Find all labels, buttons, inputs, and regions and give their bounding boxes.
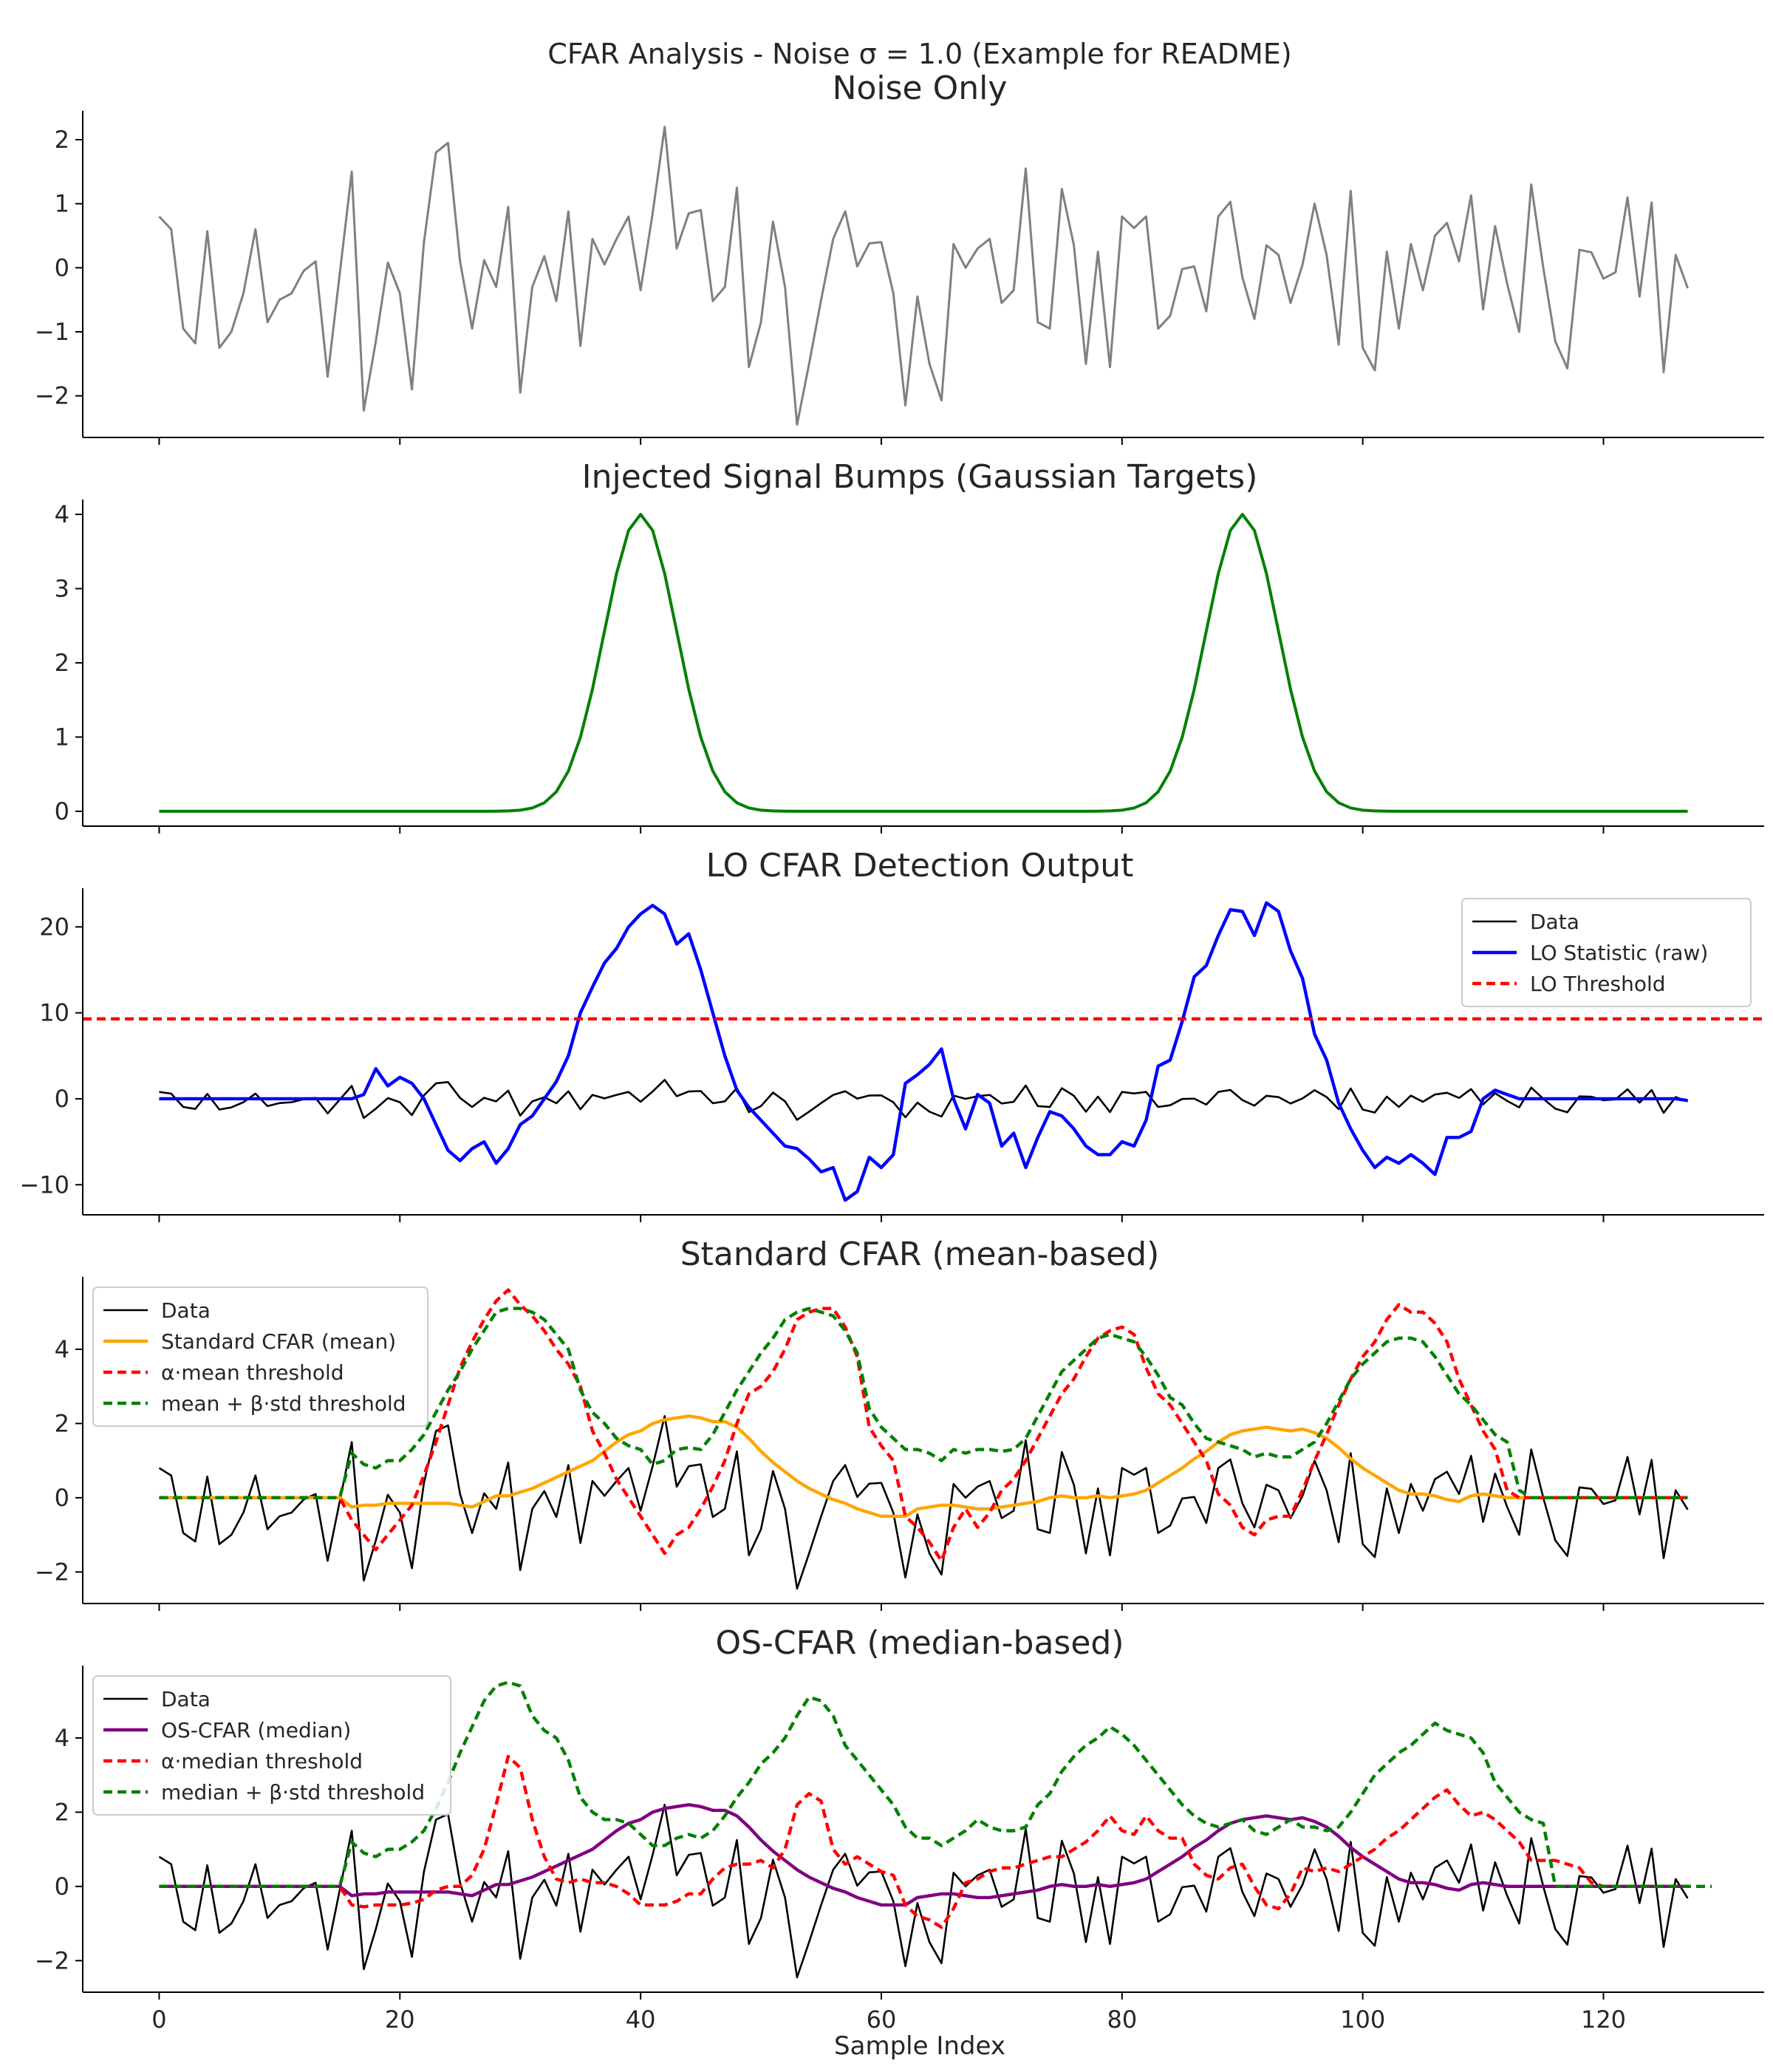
legend-label: mean + β·std threshold xyxy=(161,1391,406,1416)
y-tick-label: 0 xyxy=(55,253,69,282)
series-group xyxy=(159,513,1688,813)
y-tick-label: 0 xyxy=(55,1085,69,1113)
legend-label: LO Threshold xyxy=(1530,972,1666,996)
legend-label: α·mean threshold xyxy=(161,1360,344,1385)
legend-label: OS-CFAR (median) xyxy=(161,1718,351,1742)
x-tick-label: 120 xyxy=(1581,2005,1626,2034)
y-tick-label: 3 xyxy=(55,575,69,603)
x-tick-label: 80 xyxy=(1107,2005,1137,2034)
y-tick-label: −1 xyxy=(35,318,69,346)
subplot-title: LO CFAR Detection Output xyxy=(706,847,1134,885)
y-tick-label: 20 xyxy=(39,913,69,941)
y-tick-label: 2 xyxy=(55,1798,69,1826)
series-line-trace-0 xyxy=(159,513,1688,813)
series-line-trace-0 xyxy=(158,126,1689,426)
subplot-title: Standard CFAR (mean-based) xyxy=(680,1236,1160,1273)
series-group xyxy=(158,1680,1712,1979)
subplot-3: LO CFAR Detection Output −10 0 10 20 Data LO S… xyxy=(19,847,1764,1222)
subplot-title: Injected Signal Bumps (Gaussian Targets) xyxy=(582,458,1258,496)
subplot-title: Noise Only xyxy=(833,69,1008,107)
y-tick-label: −2 xyxy=(35,382,69,410)
y-tick-label: −2 xyxy=(35,1558,69,1586)
series-line-mean-std-threshold xyxy=(159,1306,1688,1500)
x-tick-label: 20 xyxy=(385,2005,415,2034)
legend: Data LO Statistic (raw) LO Threshold xyxy=(1461,898,1752,1007)
y-tick-label: 0 xyxy=(55,797,69,825)
series-line--mean-threshold xyxy=(159,1288,1688,1563)
x-tick-label: 60 xyxy=(867,2005,897,2034)
x-tick-label: 100 xyxy=(1340,2005,1385,2034)
x-tick-label: 40 xyxy=(626,2005,656,2034)
y-tick-label: 1 xyxy=(55,190,69,218)
series-group xyxy=(158,1288,1689,1590)
y-tick-label: 2 xyxy=(55,1409,69,1437)
series-group xyxy=(158,126,1689,426)
legend-label: Standard CFAR (mean) xyxy=(161,1329,396,1354)
legend-label: median + β·std threshold xyxy=(161,1780,425,1805)
subplot-2: Injected Signal Bumps (Gaussian Targets)… xyxy=(55,458,1764,834)
subplot-title: OS-CFAR (median-based) xyxy=(715,1624,1124,1662)
subplot-1: Noise Only −2 −1 0 1 2 xyxy=(35,69,1764,445)
y-tick-label: 4 xyxy=(55,500,69,528)
series-group xyxy=(83,901,1764,1202)
legend-label: Data xyxy=(161,1298,211,1323)
legend: Data Standard CFAR (mean) α·mean threshold… xyxy=(92,1287,428,1427)
y-tick-label: 0 xyxy=(55,1484,69,1512)
series-line--median-threshold xyxy=(159,1754,1688,1929)
subplot-4: Standard CFAR (mean-based) −2 0 2 4 Data Stand… xyxy=(35,1236,1764,1611)
legend-frame xyxy=(1461,898,1752,1007)
y-tick-label: 10 xyxy=(39,999,69,1027)
y-tick-label: 2 xyxy=(55,126,69,154)
series-line-data xyxy=(158,1804,1689,1979)
series-line-lo-statistic-raw- xyxy=(159,901,1688,1202)
legend: Data OS-CFAR (median) α·median threshold me… xyxy=(92,1675,451,1816)
legend-label: LO Statistic (raw) xyxy=(1530,941,1708,965)
series-line-standard-cfar-mean- xyxy=(159,1414,1688,1519)
y-tick-label: 4 xyxy=(55,1724,69,1752)
x-axis-label: Sample Index xyxy=(834,2031,1005,2061)
legend-frame xyxy=(92,1675,451,1816)
figure-suptitle: CFAR Analysis - Noise σ = 1.0 (Example f… xyxy=(547,38,1291,70)
series-line-data xyxy=(159,1079,1689,1121)
y-tick-label: −10 xyxy=(19,1170,69,1199)
series-line-os-cfar-median- xyxy=(159,1803,1688,1907)
y-tick-label: −2 xyxy=(35,1946,69,1974)
y-tick-label: 1 xyxy=(55,723,69,751)
x-tick-label: 0 xyxy=(151,2005,166,2034)
y-tick-label: 0 xyxy=(55,1872,69,1901)
legend-label: α·median threshold xyxy=(161,1749,363,1773)
y-tick-label: 4 xyxy=(55,1335,69,1363)
legend-label: Data xyxy=(161,1687,211,1711)
series-line-median-std-threshold xyxy=(159,1680,1712,1889)
legend-label: Data xyxy=(1530,910,1579,934)
y-tick-label: 2 xyxy=(55,649,69,677)
legend-frame xyxy=(92,1287,428,1427)
